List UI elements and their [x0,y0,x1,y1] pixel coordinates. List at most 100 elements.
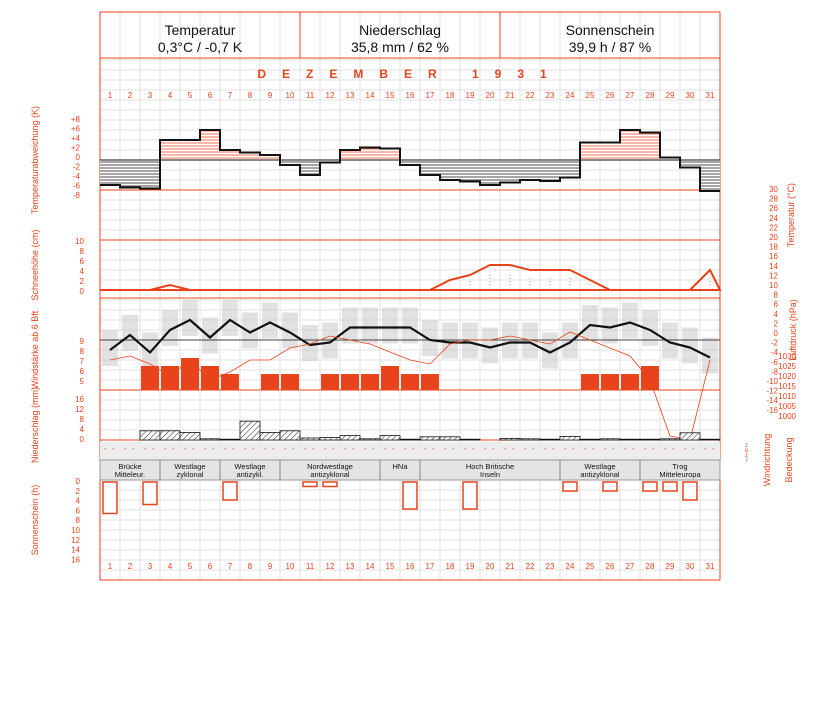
temp-range-bar [522,322,538,359]
day-label-top: 9 [268,91,273,100]
temp-tick: 8 [774,291,779,300]
wind-bar [321,374,339,390]
day-label-top: 3 [148,91,153,100]
wind-dir-mark: - [644,444,647,453]
temp-dev-bar [380,148,400,160]
day-label-top: 20 [486,91,495,100]
wind-bar [281,374,299,390]
temp-dev-tick: -4 [73,172,81,181]
temp-dev-tick: 0 [76,153,81,162]
wind-dir-mark: - [272,444,275,453]
precip-bar [279,430,301,441]
weather-type-label: Mitteleur. [115,470,145,479]
sunshine-bar [462,481,478,510]
precip-tick: 8 [80,415,85,424]
temp-dev-bar [480,160,500,185]
day-label-top: 5 [188,91,193,100]
temp-dev-bar [620,130,640,160]
temp-dev-tick: +6 [71,125,81,134]
windcloud-tick: o [745,448,749,454]
day-label-bottom: 29 [666,562,675,571]
weather-type-label: zyklonal [176,470,203,479]
snow-dot: · [529,274,532,283]
weather-type-label: antizyklonal [580,470,620,479]
wind-dir-mark: - [184,444,187,453]
temp-dev-bar [560,160,580,178]
wind-bar [141,366,159,390]
precip-tick: 0 [80,435,85,444]
chart-frame [99,11,721,581]
temperature-line [109,318,711,359]
wind-dir-mark: - [172,444,175,453]
snow-dot: · [589,280,592,289]
summary-sunshine-label: Sonnenschein [565,22,655,38]
sunshine-bar [562,481,578,492]
temp-range-bar [302,325,318,361]
wind-dir-mark: - [572,444,575,453]
wind-dir-mark: - [652,444,655,453]
temp-dev-bar [240,152,260,160]
axis-label-pressure: Luftdruck (hPa) [788,299,798,361]
wind-tick: 9 [80,337,85,346]
wind-dir-mark: - [584,444,587,453]
day-label-bottom: 4 [168,562,173,571]
snow-tick: 6 [80,257,85,266]
temp-tick: 6 [774,300,779,309]
temp-dev-tick: +8 [71,115,81,124]
temp-tick: 4 [774,310,779,319]
day-label-top: 24 [566,91,575,100]
temp-tick: -10 [766,377,778,386]
day-label-bottom: 11 [306,562,315,571]
temp-range-bar [422,320,438,356]
wind-dir-mark: - [292,444,295,453]
wind-dir-mark: - [152,444,155,453]
day-label-top: 17 [426,91,435,100]
day-label-top: 23 [546,91,555,100]
temp-dev-tick: -8 [73,191,81,200]
pressure-tick: 1015 [778,382,796,391]
day-label-bottom: 23 [546,562,555,571]
precip-bar [519,438,541,441]
day-label-bottom: 21 [506,562,515,571]
precip-bar [239,420,261,441]
temp-tick: 28 [769,195,778,204]
wind-dir-mark: - [344,444,347,453]
wind-dir-mark: - [432,444,435,453]
precip-bar [259,431,281,441]
temp-dev-tick: -6 [73,182,81,191]
weather-type-label: antizykl. [236,470,263,479]
day-label-top: 10 [286,91,295,100]
wind-dir-mark: - [372,444,375,453]
snow-dot: · [509,277,512,286]
wind-bar [381,366,399,390]
snow-tick: 4 [80,267,85,276]
snow-dot: · [709,277,712,286]
temp-tick: 2 [774,319,779,328]
wind-bar [261,374,279,390]
temp-range-bar [402,307,418,344]
precip-bar [539,438,561,441]
temp-range-bar [322,322,338,359]
sun-tick: 0 [76,477,81,486]
precip-bar [599,438,621,441]
windcloud-tick: z [745,453,748,459]
day-label-top: 4 [168,91,173,100]
weather-type-label: Brücke [118,462,141,471]
sunshine-bar [302,481,318,488]
day-label-top: 1 [108,91,113,100]
temp-range-bar [702,337,718,374]
precip-bar [399,438,421,441]
wind-dir-mark: - [164,444,167,453]
temp-dev-bar [280,160,300,165]
wind-bar [401,374,419,390]
weather-type-label: Trog [672,462,687,471]
summary-sunshine-value: 39,9 h / 87 % [568,39,652,55]
wind-dir-mark: - [112,444,115,453]
snow-tick: 8 [80,247,85,256]
wind-dir-mark: - [452,444,455,453]
day-label-bottom: 18 [446,562,455,571]
wind-dir-mark: - [124,444,127,453]
wind-dir-mark: - [692,444,695,453]
wind-dir-mark: - [332,444,335,453]
